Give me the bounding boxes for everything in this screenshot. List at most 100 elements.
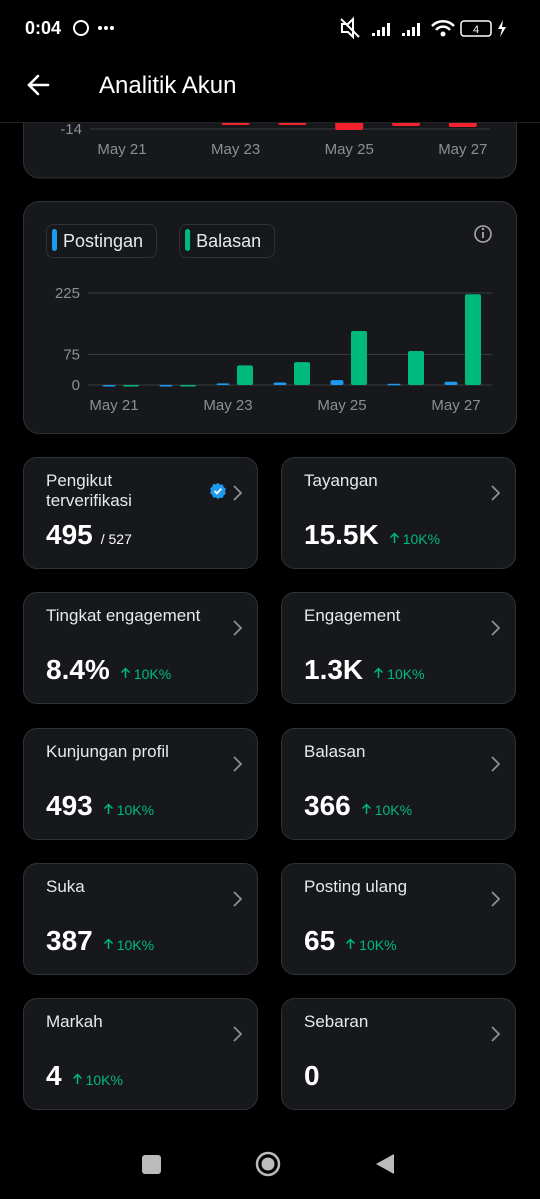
metric-change: 10K% xyxy=(389,531,440,547)
bar xyxy=(159,385,173,387)
up-arrow xyxy=(120,667,130,679)
metric-number: 387 xyxy=(46,924,93,956)
metric-label: Kunjungan profil xyxy=(46,741,169,761)
x-tick-label: May 27 xyxy=(431,397,480,414)
legend-label: Balasan xyxy=(196,231,261,251)
up-arrow xyxy=(72,1073,82,1085)
metric-change-text: 10K% xyxy=(374,801,413,818)
page-title: Analitik Akun xyxy=(99,72,237,99)
metric-change: 10K% xyxy=(345,937,397,953)
metric-card[interactable]: Engagement 1.3K 10K% xyxy=(281,592,516,705)
legend-swatch xyxy=(52,229,57,251)
chevron xyxy=(491,755,501,772)
bar xyxy=(465,294,481,385)
recents-button[interactable] xyxy=(142,1155,161,1174)
bar xyxy=(387,383,401,386)
status-icons: 4 xyxy=(27,16,506,96)
up-arrow xyxy=(103,803,113,814)
metric-value: 15.5K 10K% xyxy=(304,519,440,551)
chevron xyxy=(233,891,243,907)
metric-number: 4 xyxy=(46,1060,62,1092)
info-icon[interactable] xyxy=(474,225,492,243)
legend-label: Postingan xyxy=(63,231,143,251)
metric-label: Posting ulang xyxy=(304,876,408,896)
metric-number: 366 xyxy=(304,789,351,821)
metric-number: 1.3K xyxy=(304,654,364,686)
metric-sub: / 527 xyxy=(100,531,132,547)
bar xyxy=(216,383,230,385)
x-tick-label: May 21 xyxy=(89,397,138,414)
metric-label: Sebaran xyxy=(304,1012,369,1032)
y-tick-label: 75 xyxy=(63,346,80,363)
metric-number: 493 xyxy=(46,789,93,821)
metric-number: 15.5K xyxy=(304,519,379,550)
legend-swatch xyxy=(185,229,191,251)
bar xyxy=(330,380,344,385)
bar xyxy=(237,365,253,385)
metric-card[interactable]: Tayangan 15.5K 10K% xyxy=(281,457,516,569)
metric-number: 495 xyxy=(46,519,93,550)
metric-value: 65 10K% xyxy=(304,925,397,957)
chevron xyxy=(233,620,243,636)
y-tick-label: -14 xyxy=(60,121,82,138)
metric-change: 10K% xyxy=(103,802,154,818)
up-arrow xyxy=(103,938,113,949)
x-tick-label: May 23 xyxy=(211,141,260,158)
metric-value: 0 xyxy=(304,1060,320,1092)
bar xyxy=(408,351,424,385)
metric-change-text: 10K% xyxy=(85,1072,123,1089)
metric-label: Tayangan xyxy=(304,471,378,490)
x-tick-label: May 23 xyxy=(203,397,252,414)
legend-pill xyxy=(46,224,158,258)
metric-change-text: 10K% xyxy=(387,666,425,683)
x-tick-label: May 25 xyxy=(317,397,366,414)
metric-card[interactable]: Sebaran 0 xyxy=(281,998,516,1111)
y-tick-label: 225 xyxy=(55,285,80,302)
up-arrow xyxy=(361,803,371,814)
x-tick-label: May 25 xyxy=(325,141,374,158)
back-nav-button[interactable] xyxy=(376,1154,394,1174)
chevron xyxy=(233,485,243,501)
bar xyxy=(273,382,287,385)
bar xyxy=(102,385,116,387)
chevron xyxy=(233,1026,243,1042)
metric-card[interactable]: Pengikut terverifikasi 495 / 527 xyxy=(23,457,258,569)
metric-number: 8.4% xyxy=(46,654,110,686)
back-button[interactable] xyxy=(27,74,50,96)
metric-card[interactable]: Markah 4 10K% xyxy=(23,998,258,1111)
metric-card[interactable]: Posting ulang 65 10K% xyxy=(281,862,516,975)
metric-change-text: 10K% xyxy=(402,531,441,547)
metric-value: 4 10K% xyxy=(46,1060,123,1092)
bar xyxy=(123,385,139,387)
metric-card[interactable]: Suka 387 10K% xyxy=(23,862,258,975)
metric-card[interactable]: Kunjungan profil 493 10K% xyxy=(23,727,258,840)
up-arrow xyxy=(374,667,384,679)
bar xyxy=(444,381,458,385)
metric-value: 366 10K% xyxy=(304,790,412,822)
metric-change: 10K% xyxy=(361,802,412,818)
up-arrow xyxy=(389,532,399,543)
chevron xyxy=(491,485,501,501)
x-tick-label: May 21 xyxy=(97,141,146,158)
metric-change: 10K% xyxy=(373,666,425,683)
metric-card[interactable]: Balasan 366 10K% xyxy=(281,727,516,840)
metric-value: 495 / 527 xyxy=(46,519,132,551)
app-header: 0:04 4 Analitik Akun xyxy=(0,0,540,123)
bar xyxy=(294,362,310,385)
metric-change-text: 10K% xyxy=(116,936,155,953)
metric-number: 65 xyxy=(304,924,336,956)
metric-label: Pengikut terverifikasi xyxy=(46,471,132,510)
metric-change: 10K% xyxy=(72,1072,123,1088)
metric-label: Balasan xyxy=(304,741,366,761)
metric-number: 0 xyxy=(304,1060,320,1092)
metric-card[interactable]: Tingkat engagement 8.4% 10K% xyxy=(23,592,258,705)
chart-card xyxy=(23,201,517,434)
metric-label: Suka xyxy=(46,876,85,896)
y-tick-label: 0 xyxy=(72,377,80,394)
chevron xyxy=(491,891,501,907)
x-tick-label: May 27 xyxy=(438,141,487,158)
verified-badge xyxy=(210,483,226,499)
home-button[interactable] xyxy=(255,1151,281,1177)
metric-label: Tingkat engagement xyxy=(46,606,201,626)
